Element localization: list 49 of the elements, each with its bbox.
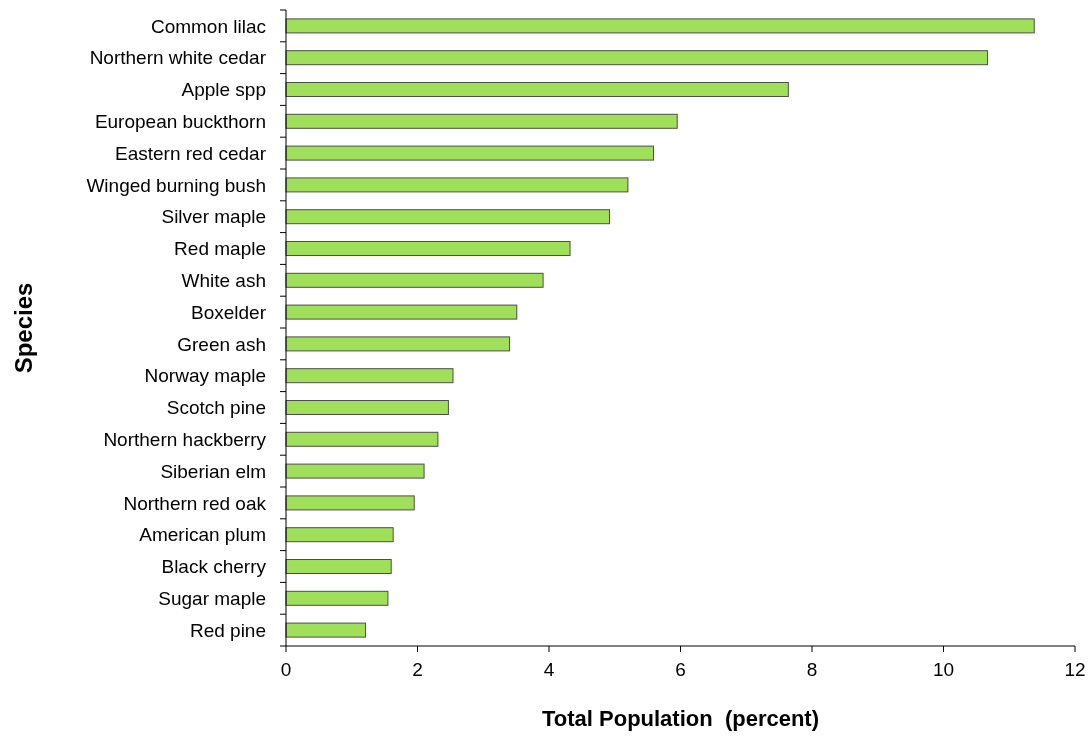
bar [285,559,392,574]
x-tick-label: 6 [675,659,686,680]
bar [285,336,511,352]
bar [285,400,449,415]
y-tick-label: Scotch pine [166,397,266,419]
bar [285,145,655,161]
y-tick-label: Red pine [189,619,266,641]
bar [285,272,544,288]
y-tick-label: Silver maple [161,206,266,228]
y-tick-label: Green ash [177,333,266,355]
y-tick-label: Eastern red cedar [114,142,267,164]
x-tick-label: 0 [280,659,292,680]
y-tick-label: Apple spp [181,79,266,101]
y-tick-label: Winged burning bush [86,174,266,196]
y-tick-label: European buckthorn [94,110,266,132]
y-axis-title: Species [10,282,37,374]
bar [285,209,610,225]
y-tick-label: Red maple [174,238,266,260]
bar [285,495,415,511]
y-tick-label: Northern hackberry [103,428,267,450]
x-tick-label: 2 [412,659,423,680]
y-tick-label: Boxelder [191,301,267,323]
x-tick-label: 12 [1064,659,1086,680]
bar [285,463,425,479]
y-tick-label: American plum [139,524,266,546]
bar [285,50,989,66]
bar [285,527,394,543]
bar [285,368,454,384]
y-tick-label: White ash [181,269,266,291]
y-tick-label: Common lilac [150,15,266,37]
x-axis-title: Total Population (percent) [541,706,820,731]
bar [285,18,1035,34]
bar [285,622,367,638]
x-tick-label: 8 [806,659,818,680]
bar [285,241,571,256]
y-tick-label: Siberian elm [160,460,266,482]
y-tick-label: Northern white cedar [89,47,267,69]
bar [285,177,629,193]
y-tick-label: Black cherry [161,556,267,578]
y-tick-label: Norway maple [144,365,266,387]
x-tick-label: 4 [543,659,555,680]
bar [285,590,389,606]
bar [285,82,789,97]
y-tick-label: Northern red oak [123,492,267,514]
bar [285,113,678,129]
y-tick-label: Sugar maple [158,587,266,609]
x-tick-label: 10 [932,659,955,680]
bar [285,304,518,320]
bar [285,431,439,447]
